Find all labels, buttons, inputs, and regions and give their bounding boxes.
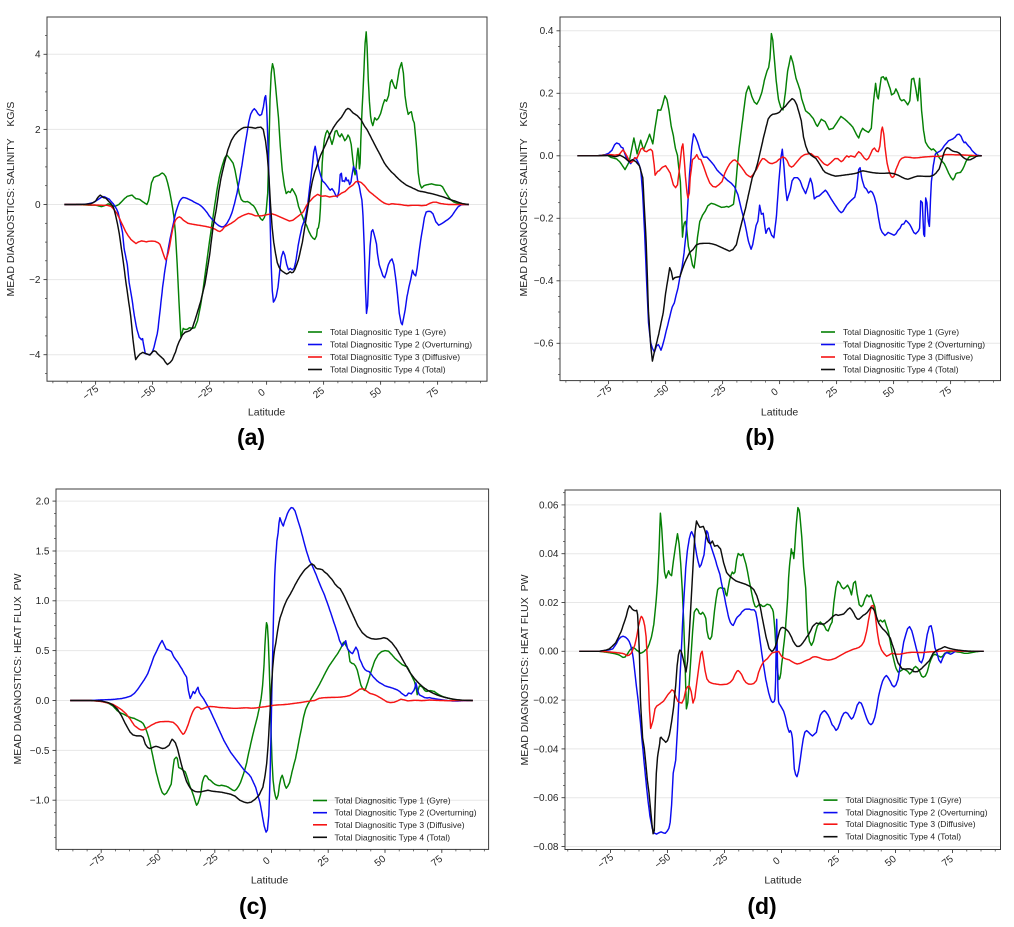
svg-text:Total Diagnositic Type 2 (Over: Total Diagnositic Type 2 (Overturning) — [330, 340, 472, 350]
svg-text:−1.0: −1.0 — [30, 796, 50, 807]
svg-text:0: 0 — [771, 855, 783, 867]
svg-text:1.5: 1.5 — [36, 546, 50, 557]
svg-text:−4: −4 — [29, 350, 41, 361]
svg-text:0: 0 — [256, 387, 268, 399]
svg-text:Total Diagnositic Type 1 (Gyre: Total Diagnositic Type 1 (Gyre) — [846, 795, 962, 805]
svg-text:Latitude: Latitude — [251, 875, 289, 887]
svg-text:Total Diagnositic Type 3 (Diff: Total Diagnositic Type 3 (Diffusive) — [843, 352, 973, 362]
svg-text:MEAD DIAGNOSTICS: HEAT FLUX P: MEAD DIAGNOSTICS: HEAT FLUX PW — [519, 574, 531, 765]
svg-text:4: 4 — [35, 50, 41, 61]
svg-text:50: 50 — [883, 854, 899, 870]
svg-text:−50: −50 — [138, 383, 158, 402]
svg-text:(b): (b) — [745, 424, 774, 450]
svg-text:−0.02: −0.02 — [533, 696, 559, 707]
svg-text:Total Diagnositic Type 3 (Diff: Total Diagnositic Type 3 (Diffusive) — [335, 820, 465, 830]
svg-text:−0.04: −0.04 — [533, 744, 559, 755]
svg-text:75: 75 — [425, 385, 441, 401]
svg-text:0.02: 0.02 — [539, 598, 559, 609]
svg-text:−75: −75 — [87, 852, 107, 871]
svg-text:(c): (c) — [239, 893, 267, 919]
svg-text:Total Diagnositic Type 3 (Diff: Total Diagnositic Type 3 (Diffusive) — [846, 819, 976, 829]
svg-text:0.00: 0.00 — [539, 647, 559, 658]
svg-text:2: 2 — [35, 125, 41, 136]
svg-text:0.5: 0.5 — [36, 646, 50, 657]
svg-text:Latitude: Latitude — [248, 407, 286, 419]
svg-text:2.0: 2.0 — [36, 497, 50, 508]
svg-text:MEAD DIAGNOSTICS: SALINITY: MEAD DIAGNOSTICS: SALINITY KG/S — [5, 102, 17, 297]
svg-text:−50: −50 — [143, 852, 163, 871]
svg-text:50: 50 — [881, 385, 897, 401]
svg-text:(a): (a) — [237, 424, 265, 450]
svg-text:0: 0 — [261, 855, 273, 867]
svg-text:−0.2: −0.2 — [534, 214, 554, 225]
svg-text:−0.06: −0.06 — [533, 793, 559, 804]
svg-text:25: 25 — [316, 853, 332, 869]
svg-text:Latitude: Latitude — [761, 407, 799, 419]
svg-text:0.04: 0.04 — [539, 549, 559, 560]
svg-text:50: 50 — [373, 853, 389, 869]
svg-text:Total Diagnositic Type 4 (Tota: Total Diagnositic Type 4 (Total) — [330, 365, 446, 375]
svg-text:0.0: 0.0 — [540, 151, 554, 162]
svg-text:−2: −2 — [29, 275, 41, 286]
svg-text:−25: −25 — [195, 383, 215, 402]
svg-text:0.2: 0.2 — [540, 89, 554, 100]
svg-text:Total Diagnositic Type 1 (Gyre: Total Diagnositic Type 1 (Gyre) — [335, 796, 451, 806]
svg-text:0: 0 — [35, 200, 41, 211]
svg-text:0.4: 0.4 — [540, 26, 554, 37]
svg-text:Total Diagnositic Type 2 (Over: Total Diagnositic Type 2 (Overturning) — [843, 340, 985, 350]
svg-text:0.06: 0.06 — [539, 500, 559, 511]
svg-text:50: 50 — [368, 385, 384, 401]
svg-text:Total Diagnositic Type 3 (Diff: Total Diagnositic Type 3 (Diffusive) — [330, 352, 460, 362]
svg-text:Total Diagnositic Type 2 (Over: Total Diagnositic Type 2 (Overturning) — [846, 808, 988, 818]
svg-text:−0.08: −0.08 — [533, 842, 559, 853]
svg-text:25: 25 — [824, 385, 840, 401]
svg-text:Total Diagnositic Type 4 (Tota: Total Diagnositic Type 4 (Total) — [843, 365, 959, 375]
svg-text:(d): (d) — [747, 893, 776, 919]
svg-text:−75: −75 — [594, 383, 614, 402]
svg-text:0: 0 — [769, 386, 781, 398]
svg-text:75: 75 — [940, 854, 956, 870]
svg-text:0.0: 0.0 — [36, 696, 50, 707]
svg-text:Latitude: Latitude — [764, 875, 802, 887]
svg-text:MEAD DIAGNOSTICS: HEAT FLUX P: MEAD DIAGNOSTICS: HEAT FLUX PW — [12, 573, 24, 764]
svg-text:−25: −25 — [200, 852, 220, 871]
svg-text:Total Diagnositic Type 2 (Over: Total Diagnositic Type 2 (Overturning) — [335, 808, 477, 818]
svg-text:Total Diagnositic Type 1 (Gyre: Total Diagnositic Type 1 (Gyre) — [330, 327, 446, 337]
svg-text:25: 25 — [311, 385, 327, 401]
svg-text:−50: −50 — [653, 852, 673, 871]
svg-text:Total Diagnositic Type 1 (Gyre: Total Diagnositic Type 1 (Gyre) — [843, 327, 959, 337]
svg-text:75: 75 — [938, 385, 954, 401]
svg-text:−0.5: −0.5 — [30, 746, 50, 757]
svg-text:−25: −25 — [708, 383, 728, 402]
svg-text:−25: −25 — [710, 852, 730, 871]
svg-text:−75: −75 — [81, 383, 101, 402]
svg-text:−0.6: −0.6 — [534, 339, 554, 350]
svg-text:25: 25 — [826, 854, 842, 870]
svg-text:−0.4: −0.4 — [534, 276, 554, 287]
svg-text:Total Diagnositic Type 4 (Tota: Total Diagnositic Type 4 (Total) — [335, 832, 451, 842]
svg-text:1.0: 1.0 — [36, 596, 50, 607]
svg-text:−50: −50 — [651, 383, 671, 402]
svg-text:MEAD DIAGNOSTICS: SALINITY: MEAD DIAGNOSTICS: SALINITY KG/S — [518, 102, 530, 297]
svg-text:75: 75 — [429, 853, 445, 869]
svg-text:Total Diagnositic Type 4 (Tota: Total Diagnositic Type 4 (Total) — [846, 832, 962, 842]
svg-text:−75: −75 — [596, 852, 616, 871]
